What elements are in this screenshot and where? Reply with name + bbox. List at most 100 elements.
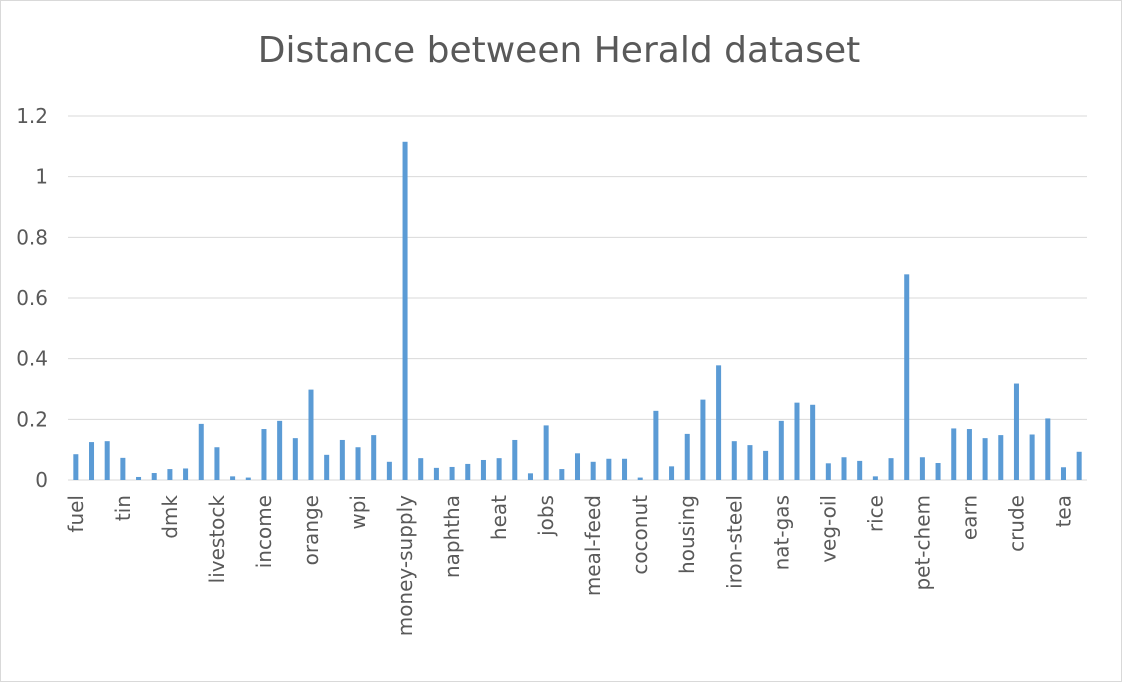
x-tick-label: coconut xyxy=(628,495,652,575)
bar xyxy=(998,435,1004,480)
bar xyxy=(716,365,722,480)
bar xyxy=(277,420,283,480)
bar xyxy=(700,399,706,480)
bar-wpi xyxy=(355,447,361,480)
bar xyxy=(292,438,298,480)
x-tick-label: heat xyxy=(487,495,511,540)
y-tick-label: 0.6 xyxy=(16,286,48,310)
bar-fuel xyxy=(73,454,79,480)
bar xyxy=(747,445,753,480)
y-axis-ticks: 0 0.2 0.4 0.6 0.8 1 1.2 xyxy=(16,104,48,492)
bar-iron-steel xyxy=(731,441,737,480)
bar xyxy=(527,473,533,480)
bar-livestock xyxy=(214,447,220,480)
x-tick-label: tea xyxy=(1051,495,1075,527)
y-tick-label: 1 xyxy=(35,165,48,189)
bar xyxy=(89,442,95,480)
y-tick-label: 0 xyxy=(35,468,48,492)
bar xyxy=(230,476,236,480)
bar-jobs xyxy=(543,425,549,480)
y-tick-label: 0.4 xyxy=(16,347,48,371)
bar xyxy=(136,476,142,480)
bar xyxy=(198,423,204,480)
x-tick-label: fuel xyxy=(64,495,88,533)
bar-earn xyxy=(966,429,972,480)
bar xyxy=(904,274,910,480)
bar-naphtha xyxy=(449,466,455,480)
x-tick-label: tin xyxy=(111,495,135,521)
x-tick-label: pet-chem xyxy=(910,495,934,591)
bar xyxy=(574,453,581,480)
y-tick-label: 1.2 xyxy=(16,104,48,128)
bar-income xyxy=(261,429,267,480)
bar xyxy=(151,473,157,480)
bar xyxy=(418,458,424,480)
bar xyxy=(982,438,988,480)
bar xyxy=(935,463,941,480)
bar xyxy=(888,458,894,480)
x-tick-label: housing xyxy=(675,495,699,574)
bar-orange xyxy=(308,389,314,480)
bar xyxy=(245,477,251,480)
bar xyxy=(465,463,471,480)
bar xyxy=(794,402,800,480)
x-tick-label: iron-steel xyxy=(722,495,746,589)
bar-meal-feed xyxy=(590,461,596,480)
bar xyxy=(339,439,345,480)
bar xyxy=(1076,451,1082,480)
bar-heat xyxy=(496,458,502,480)
gridlines xyxy=(68,115,1087,481)
bar xyxy=(324,454,330,480)
bar-tin xyxy=(120,457,126,480)
bar-tea xyxy=(1060,467,1066,480)
x-tick-label: veg-oil xyxy=(816,495,840,563)
x-tick-label: nat-gas xyxy=(769,495,793,570)
bar xyxy=(653,410,659,480)
bar xyxy=(433,467,439,480)
bar xyxy=(1045,418,1051,480)
bar xyxy=(512,439,518,480)
x-tick-label: wpi xyxy=(346,495,370,530)
x-tick-label: crude xyxy=(1004,495,1028,552)
x-tick-label: rice xyxy=(863,495,887,532)
bar-housing xyxy=(684,433,690,480)
bars xyxy=(73,141,1082,481)
bar-dmk xyxy=(167,469,173,480)
bar xyxy=(857,460,863,480)
bar-veg-oil xyxy=(825,463,831,480)
x-tick-label: earn xyxy=(957,495,981,540)
x-tick-label: money-supply xyxy=(393,495,417,636)
x-tick-label: livestock xyxy=(205,495,229,584)
x-axis-ticks: fuel tin dmk livestock income orange wpi money-… xyxy=(64,495,1076,637)
x-tick-label: jobs xyxy=(534,495,558,537)
bar xyxy=(480,459,486,480)
y-tick-label: 0.2 xyxy=(16,407,48,431)
bar xyxy=(371,435,377,480)
bar xyxy=(183,468,189,480)
bar xyxy=(386,461,392,480)
bar-money-supply xyxy=(402,141,408,481)
chart-title: Distance between Herald dataset xyxy=(257,30,861,71)
y-tick-label: 0.8 xyxy=(16,225,48,249)
bar-nat-gas xyxy=(778,420,784,480)
bar xyxy=(951,428,957,480)
x-tick-label: income xyxy=(252,495,276,568)
bar xyxy=(810,404,816,480)
bar xyxy=(622,458,628,480)
bar xyxy=(606,458,612,480)
x-tick-label: orange xyxy=(299,495,323,565)
bar-crude xyxy=(1013,383,1019,480)
bar xyxy=(559,469,565,480)
x-tick-label: dmk xyxy=(158,495,182,539)
bar-rice xyxy=(872,476,878,480)
bar-pet-chem xyxy=(919,457,925,480)
bar-coconut xyxy=(637,477,643,480)
bar xyxy=(841,457,847,480)
x-tick-label: naphtha xyxy=(440,495,464,578)
x-tick-label: meal-feed xyxy=(581,495,605,596)
bar xyxy=(763,450,769,480)
bar xyxy=(669,466,675,480)
bar xyxy=(1029,434,1035,480)
